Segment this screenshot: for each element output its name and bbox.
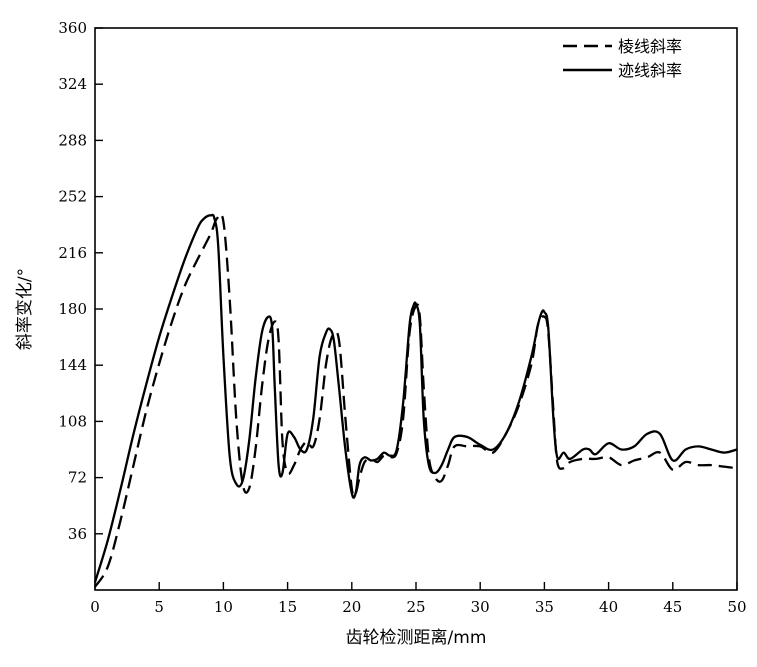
y-tick-label: 216	[58, 244, 87, 262]
plot-frame	[94, 27, 738, 591]
x-tick-label: 35	[535, 598, 554, 616]
series-line-1	[94, 212, 738, 588]
y-tick-label: 288	[58, 131, 87, 149]
y-tick-label: 324	[58, 75, 87, 93]
x-tick-label: 45	[663, 598, 682, 616]
y-axis-ticks: 36 72 108 144 180 216 252 288 324 360	[58, 19, 103, 543]
y-tick-label: 36	[68, 525, 87, 543]
legend-label-2: 迹线斜率	[618, 61, 682, 80]
legend-label-1: 棱线斜率	[618, 37, 682, 56]
x-tick-label: 30	[471, 598, 490, 616]
x-tick-label: 15	[278, 598, 297, 616]
series-layer	[93, 212, 738, 588]
y-tick-label: 180	[58, 300, 87, 318]
x-axis-ticks: 0 5 10 15 20 25 30 35 40 45 50	[90, 582, 747, 616]
x-tick-label: 50	[727, 598, 746, 616]
plot-area-border	[94, 27, 738, 591]
x-tick-label: 10	[214, 598, 233, 616]
x-tick-label: 0	[90, 598, 100, 616]
x-tick-label: 20	[342, 598, 361, 616]
y-tick-label: 108	[58, 412, 87, 430]
y-tick-label: 72	[68, 469, 87, 487]
y-tick-label: 252	[58, 188, 87, 206]
y-axis-title: 斜率变化/°	[15, 268, 35, 350]
x-tick-label: 5	[154, 598, 164, 616]
y-tick-label: 144	[58, 356, 87, 374]
y-tick-label: 360	[58, 19, 87, 37]
x-axis-title: 齿轮检测距离/mm	[346, 628, 487, 648]
x-tick-label: 40	[599, 598, 618, 616]
series-line-2	[93, 213, 738, 583]
x-tick-label: 25	[406, 598, 425, 616]
